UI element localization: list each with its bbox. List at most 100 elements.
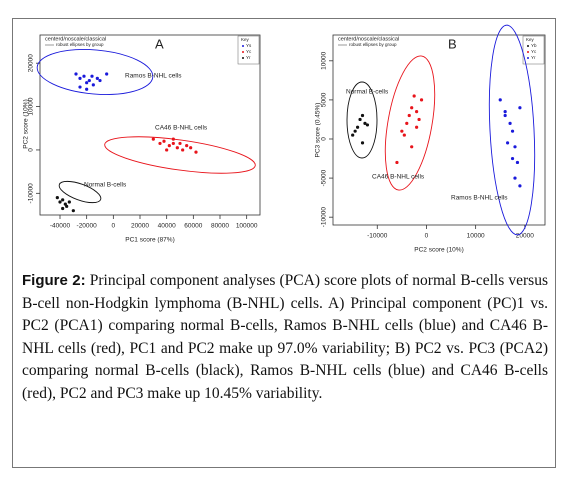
data-point	[410, 106, 414, 110]
x-tick-label: -40000	[50, 223, 71, 230]
data-point	[355, 125, 360, 129]
x-tick-label: 20000	[131, 223, 149, 230]
panel-label: A	[155, 36, 164, 51]
data-point	[402, 133, 406, 137]
legend-label: Yc	[531, 49, 537, 54]
data-point	[503, 113, 507, 118]
data-point	[162, 139, 166, 143]
data-point	[185, 144, 189, 148]
data-point	[412, 94, 416, 98]
legend-label: Ys	[246, 43, 252, 48]
plot-frame	[332, 34, 546, 226]
data-point	[171, 141, 175, 146]
data-point	[82, 74, 86, 78]
annotation: Normal B-cells	[84, 182, 127, 189]
robust-ellipse	[104, 136, 256, 174]
y-tick-label: 10000	[321, 51, 328, 69]
data-point	[71, 209, 75, 213]
legend-label: Yb	[531, 43, 537, 48]
legend-swatch	[242, 51, 244, 53]
plot-subtitle: robust ellipses by group	[349, 42, 397, 47]
data-point	[67, 200, 71, 204]
data-point	[78, 85, 82, 89]
data-point	[85, 87, 89, 91]
data-point	[518, 184, 522, 188]
data-point	[510, 129, 515, 133]
x-tick-label: -10000	[367, 233, 388, 240]
data-point	[363, 121, 367, 125]
charts: -40000 -20000 0 20000 40000 60000 80000 100000 -…	[23, 24, 546, 254]
data-point	[165, 148, 169, 152]
legend-swatch	[527, 57, 529, 59]
data-point	[78, 76, 82, 80]
data-point	[417, 117, 421, 122]
data-point	[358, 117, 362, 122]
data-point	[415, 125, 419, 129]
robust-ellipse	[384, 55, 436, 191]
data-point	[171, 137, 175, 141]
data-point	[158, 141, 162, 146]
annotation: Ramos B-NHL cells	[125, 73, 182, 80]
data-point	[58, 200, 62, 204]
y-tick-label: -10000	[28, 183, 35, 204]
x-tick-label: 80000	[211, 223, 229, 230]
data-point	[518, 106, 522, 110]
plot-subtitle: robust ellipses by group	[56, 42, 104, 47]
data-point	[407, 113, 411, 118]
legend-label: Yr	[246, 55, 251, 60]
x-tick-label: 0	[425, 233, 429, 240]
x-tick-label: 10000	[467, 233, 485, 240]
legend-label: Yr	[531, 55, 536, 60]
x-tick-label: 40000	[158, 223, 176, 230]
data-point	[175, 146, 179, 150]
data-point	[178, 141, 182, 146]
data-point	[360, 141, 365, 145]
y-tick-label: -5000	[321, 169, 328, 186]
x-tick-label: 60000	[184, 223, 202, 230]
data-point	[167, 144, 171, 148]
caption-text: Principal component analyses (PCA) score…	[22, 272, 548, 402]
data-point	[395, 160, 399, 165]
data-point	[365, 123, 370, 127]
data-point	[181, 148, 185, 152]
data-point	[95, 76, 99, 80]
data-point	[194, 150, 198, 154]
y-tick-label: 10000	[28, 97, 35, 115]
x-axis-label: PC2 score (10%)	[414, 247, 464, 254]
data-point	[498, 98, 502, 102]
caption: Figure 2: Principal component analyses (…	[22, 270, 548, 406]
legend-box	[522, 35, 545, 65]
caption-label: Figure 2:	[22, 272, 86, 289]
x-axis-label: PC1 score (87%)	[125, 237, 175, 244]
y-tick-label: -10000	[321, 207, 328, 228]
data-point	[506, 141, 510, 145]
legend-swatch	[242, 45, 244, 47]
data-point	[91, 83, 95, 87]
data-point	[85, 81, 89, 85]
legend-title: Key	[241, 37, 250, 42]
legend-title: Key	[526, 37, 535, 42]
robust-ellipse	[58, 180, 102, 204]
panel-label: B	[448, 36, 457, 51]
data-point	[90, 74, 94, 78]
data-point	[74, 72, 78, 76]
y-axis-label: PC3 score (0.45%)	[315, 103, 322, 158]
data-point	[419, 98, 424, 102]
robust-ellipse	[346, 81, 378, 159]
data-point	[503, 110, 507, 114]
data-point	[410, 145, 414, 149]
y-axis-label: PC2 score (10%)	[23, 99, 30, 149]
data-point	[87, 78, 91, 83]
data-point	[98, 78, 102, 83]
x-tick-label: -20000	[77, 223, 98, 230]
legend-box	[237, 35, 260, 65]
x-tick-label: 100000	[236, 223, 258, 230]
data-point	[61, 206, 65, 211]
y-tick-label: 20000	[28, 54, 35, 72]
data-point	[353, 129, 357, 133]
data-point	[351, 133, 355, 137]
data-point	[65, 204, 69, 208]
annotation: CA46 B-NHL cells	[372, 174, 425, 181]
data-point	[508, 121, 512, 125]
